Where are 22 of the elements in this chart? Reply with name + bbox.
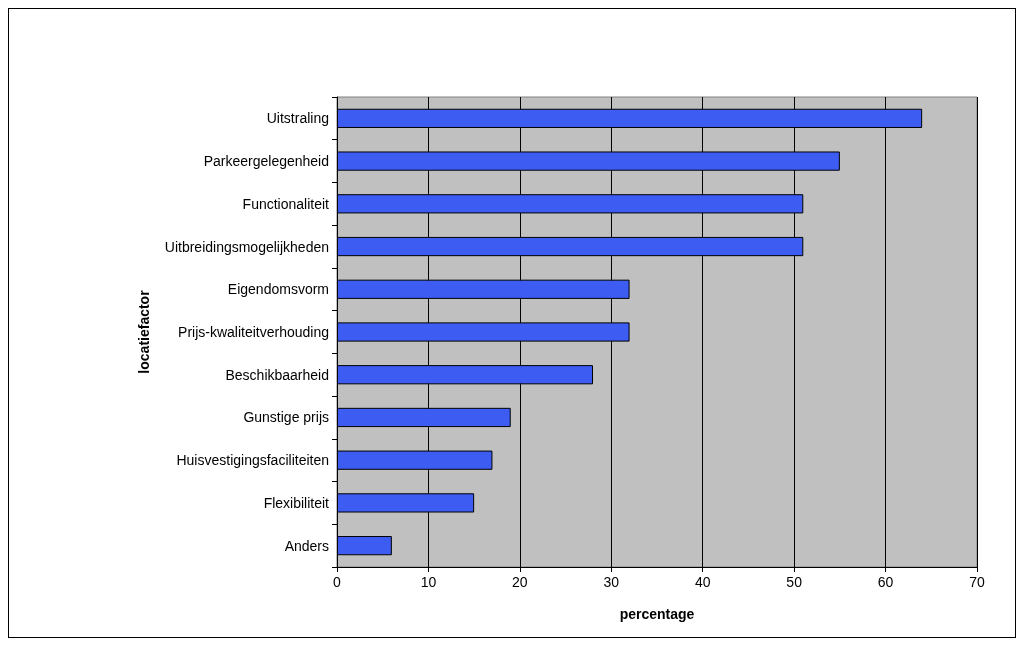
y-tick-label: Functionaliteit (242, 195, 330, 212)
x-tick-label: 50 (786, 574, 803, 590)
x-tick-label: 20 (512, 574, 528, 590)
x-tick-label: 10 (420, 574, 437, 590)
y-tick-label: Uitbreidingsmogelijkheden (164, 238, 329, 255)
y-tick-label: Parkeergelegenheid (203, 153, 329, 170)
y-tick-label: Prijs-kwaliteitverhouding (178, 324, 329, 340)
x-tick-label: 70 (969, 574, 985, 590)
x-tick-label: 40 (694, 574, 711, 590)
y-tick-label: Gunstige prijs (243, 409, 329, 426)
x-tick-label: 30 (603, 574, 620, 590)
x-axis-title: percentage (619, 606, 695, 622)
y-tick-label: Flexibiliteit (263, 494, 330, 511)
y-tick-label: Anders (284, 537, 329, 554)
y-axis-title: locatiefactor (136, 289, 152, 374)
x-tick-label: 0 (333, 574, 342, 590)
x-tick-label: 60 (877, 574, 894, 590)
y-tick-label: Beschikbaarheid (225, 366, 329, 383)
y-tick-label: Huisvestigingsfaciliteiten (176, 452, 329, 469)
y-tick-label: Uitstraling (266, 110, 329, 127)
bar (337, 536, 392, 556)
y-tick-label: Eigendomsvorm (227, 281, 329, 298)
